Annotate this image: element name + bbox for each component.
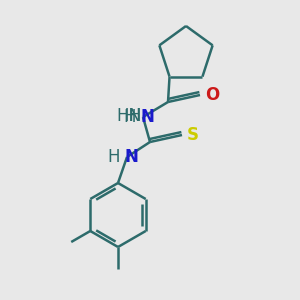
Text: O: O bbox=[205, 86, 219, 104]
Text: H: H bbox=[128, 107, 141, 125]
Text: S: S bbox=[187, 126, 199, 144]
Text: N: N bbox=[141, 108, 155, 126]
Text: H: H bbox=[124, 108, 136, 126]
Text: N: N bbox=[125, 148, 139, 166]
Text: HN: HN bbox=[116, 107, 141, 125]
Text: H: H bbox=[107, 148, 120, 166]
